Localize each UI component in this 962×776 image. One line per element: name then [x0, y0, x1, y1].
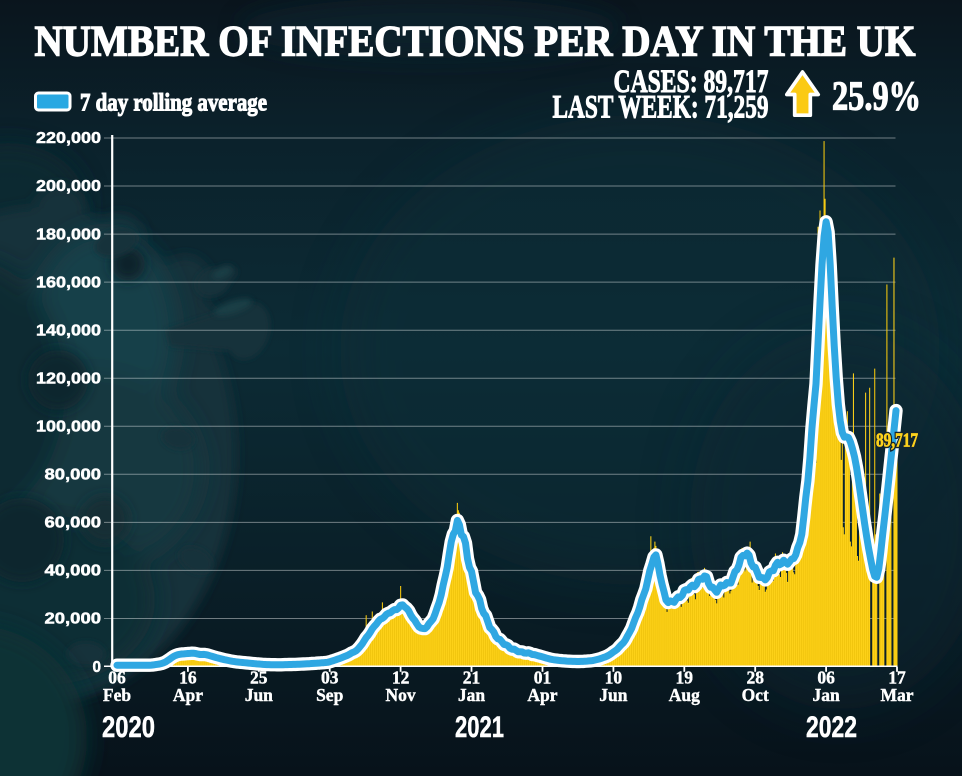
svg-text:Jan: Jan	[812, 685, 840, 705]
svg-text:17: 17	[888, 668, 906, 688]
svg-text:10: 10	[605, 668, 623, 688]
svg-text:140,000: 140,000	[36, 322, 101, 339]
svg-text:NUMBER OF INFECTIONS PER DAY I: NUMBER OF INFECTIONS PER DAY IN THE UK	[35, 18, 916, 65]
svg-text:2020: 2020	[102, 711, 155, 744]
svg-text:16: 16	[179, 668, 197, 688]
svg-text:Apr: Apr	[527, 685, 557, 705]
svg-text:Sep: Sep	[316, 685, 344, 705]
svg-text:220,000: 220,000	[36, 130, 101, 147]
svg-text:2021: 2021	[455, 711, 504, 744]
svg-text:19: 19	[676, 668, 694, 688]
svg-text:Oct: Oct	[742, 685, 769, 705]
svg-text:Jan: Jan	[458, 685, 486, 705]
svg-text:120,000: 120,000	[36, 370, 101, 387]
svg-text:80,000: 80,000	[45, 467, 102, 484]
svg-text:Jun: Jun	[599, 685, 627, 705]
svg-text:01: 01	[534, 668, 552, 688]
svg-text:LAST WEEK: 71,259: LAST WEEK: 71,259	[553, 89, 769, 125]
svg-text:28: 28	[746, 668, 764, 688]
svg-text:21: 21	[463, 668, 481, 688]
svg-text:200,000: 200,000	[36, 178, 101, 195]
svg-text:03: 03	[321, 668, 339, 688]
svg-text:180,000: 180,000	[36, 226, 101, 243]
svg-text:25: 25	[250, 668, 268, 688]
svg-text:89,717: 89,717	[876, 431, 918, 452]
svg-text:89,717: 89,717	[876, 431, 918, 452]
svg-text:Apr: Apr	[173, 685, 203, 705]
svg-text:Jun: Jun	[245, 685, 273, 705]
svg-text:06: 06	[108, 668, 126, 688]
svg-text:CASES: 89,717: CASES: 89,717	[614, 64, 769, 100]
svg-text:100,000: 100,000	[36, 419, 101, 436]
svg-text:60,000: 60,000	[45, 515, 102, 532]
svg-text:40,000: 40,000	[45, 563, 102, 580]
svg-text:20,000: 20,000	[45, 611, 102, 628]
svg-text:7 day rolling average: 7 day rolling average	[80, 88, 267, 117]
svg-text:Aug: Aug	[669, 685, 700, 705]
svg-text:Nov: Nov	[386, 685, 416, 705]
svg-text:Feb: Feb	[103, 685, 131, 705]
svg-text:12: 12	[392, 668, 410, 688]
svg-text:2022: 2022	[806, 711, 857, 744]
svg-text:06: 06	[817, 668, 835, 688]
svg-text:160,000: 160,000	[36, 274, 101, 291]
svg-text:25.9%: 25.9%	[832, 73, 921, 119]
svg-text:0: 0	[92, 659, 101, 676]
svg-text:Mar: Mar	[880, 685, 913, 705]
